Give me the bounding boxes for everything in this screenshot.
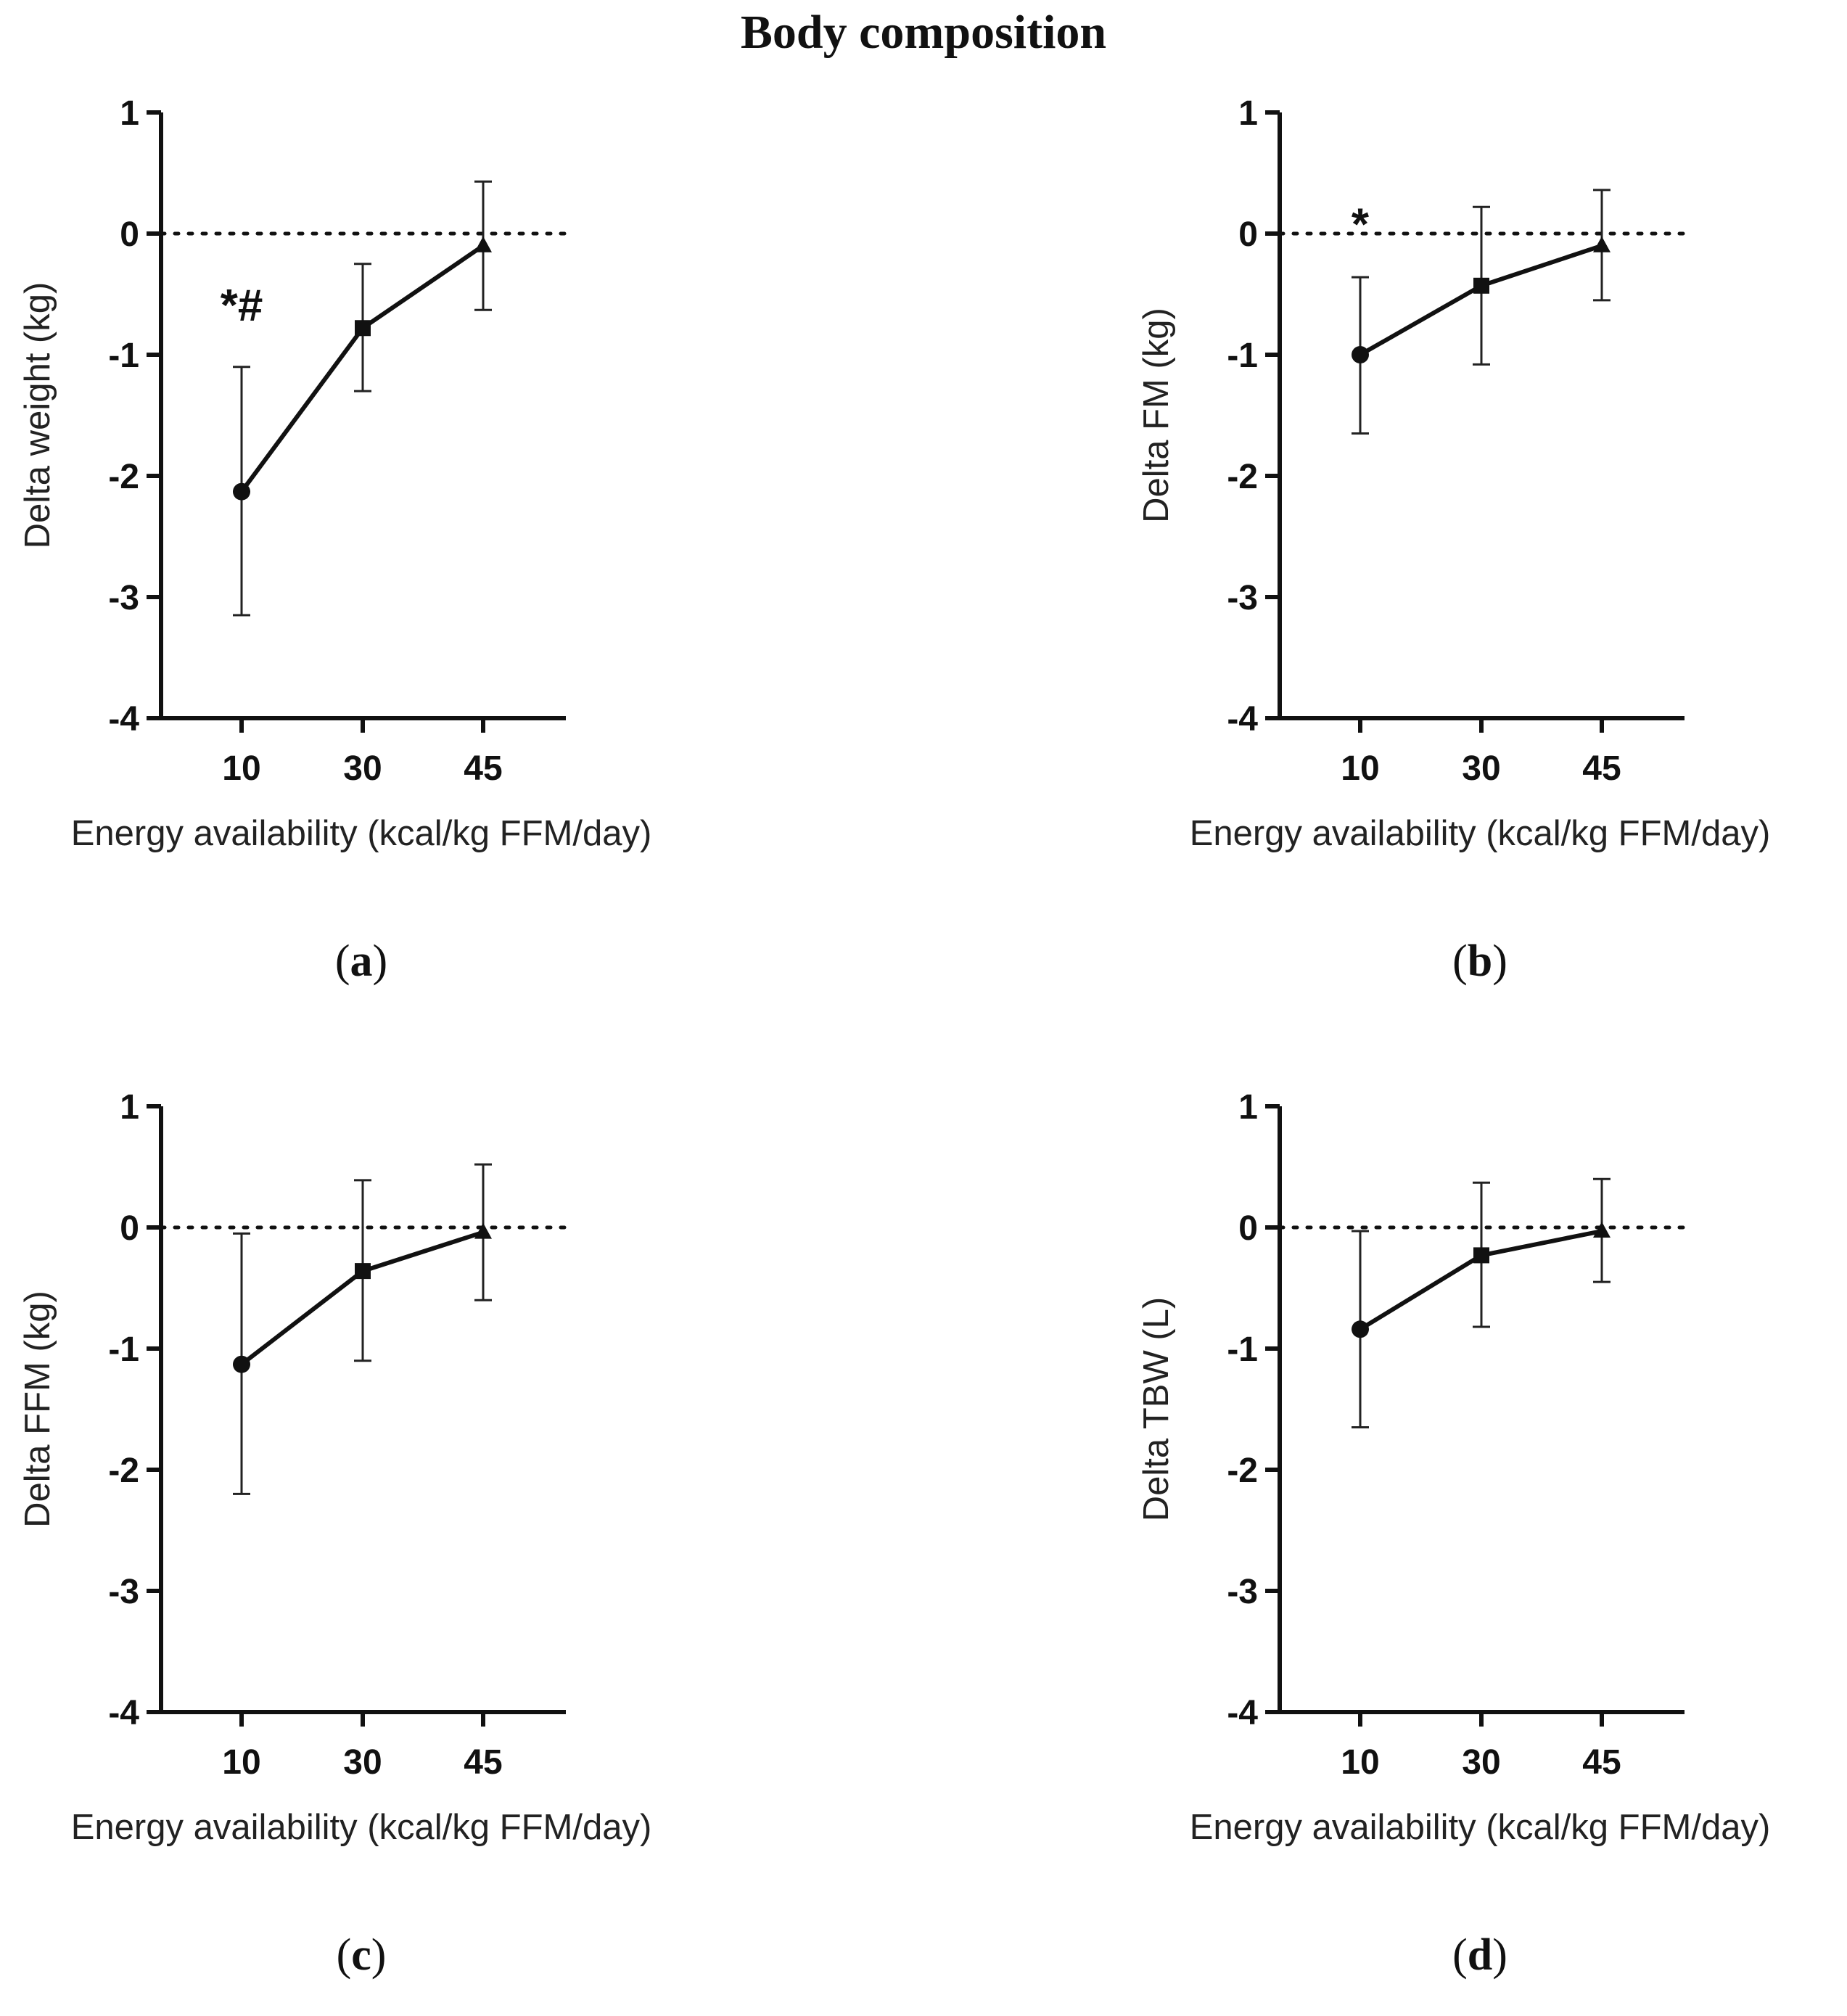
y-tick-label: -2 (1227, 1452, 1258, 1490)
y-axis-label: Delta weight (kg) (18, 282, 57, 549)
x-tick-label: 45 (1582, 1743, 1621, 1782)
data-point-circle (1352, 1320, 1369, 1338)
panel-caption: (a) (335, 937, 387, 986)
significance-annotation: *# (221, 281, 263, 331)
data-point-square (355, 320, 371, 337)
x-tick-label: 10 (1341, 749, 1379, 788)
y-tick-label: 1 (120, 94, 139, 133)
caption-open-paren: ( (335, 937, 350, 986)
y-axis-label: Delta TBW (L) (1137, 1297, 1176, 1521)
y-tick-label: -1 (1227, 337, 1258, 375)
x-tick-label: 10 (1341, 1743, 1379, 1782)
y-tick-label: -1 (108, 1330, 139, 1369)
x-axis-label: Energy availability (kcal/kg FFM/day) (71, 1808, 652, 1847)
data-point-circle (1352, 346, 1369, 363)
y-tick-label: 0 (1238, 1209, 1258, 1248)
caption-open-paren: ( (337, 1930, 352, 1980)
x-tick-label: 30 (343, 1743, 382, 1782)
x-axis-label: Energy availability (kcal/kg FFM/day) (1190, 1808, 1771, 1847)
figure-title: Body composition (741, 6, 1106, 59)
y-tick-label: 1 (1238, 94, 1258, 133)
x-tick-label: 10 (222, 1743, 260, 1782)
caption-close-paren: ) (371, 1930, 387, 1980)
caption-letter: c (351, 1930, 371, 1980)
y-tick-label: -2 (108, 1452, 139, 1490)
data-point-square (355, 1263, 371, 1280)
data-point-square (1473, 277, 1489, 294)
y-tick-label: -4 (1227, 700, 1258, 738)
y-tick-label: -3 (1227, 1573, 1258, 1611)
data-point-circle (233, 482, 250, 501)
y-tick-label: 1 (1238, 1088, 1258, 1127)
x-tick-label: 10 (222, 749, 260, 788)
y-tick-label: 1 (120, 1088, 139, 1127)
y-tick-label: -1 (1227, 1330, 1258, 1369)
y-tick-label: 0 (120, 215, 139, 254)
y-tick-label: -3 (108, 579, 139, 617)
caption-close-paren: ) (1492, 937, 1507, 986)
caption-open-paren: ( (1452, 1930, 1468, 1980)
panel-b: 10-1-2-3-410 30 45*Delta FM (kg)Energy ava… (1137, 94, 1770, 986)
caption-letter: b (1468, 937, 1492, 986)
caption-close-paren: ) (373, 937, 388, 986)
x-axis-label: Energy availability (kcal/kg FFM/day) (1190, 814, 1771, 853)
data-point-triangle (1593, 236, 1611, 252)
y-axis-label: Delta FM (kg) (1137, 308, 1176, 523)
y-tick-label: -3 (1227, 579, 1258, 617)
caption-letter: d (1468, 1930, 1492, 1980)
y-tick-label: -2 (1227, 458, 1258, 496)
y-tick-label: 0 (1238, 215, 1258, 254)
x-tick-label: 45 (464, 749, 502, 788)
y-tick-label: -4 (1227, 1694, 1258, 1732)
data-point-triangle (474, 236, 492, 252)
y-tick-label: -2 (108, 458, 139, 496)
caption-close-paren: ) (1492, 1930, 1507, 1980)
panel-caption: (d) (1452, 1930, 1507, 1980)
x-tick-label: 30 (1462, 749, 1500, 788)
x-tick-label: 45 (1582, 749, 1621, 788)
panels: 10-1-2-3-410 30 45*#Delta weight (kg)Energ… (18, 94, 1770, 1980)
x-tick-label: 30 (343, 749, 382, 788)
y-tick-label: -4 (108, 700, 139, 738)
panel-caption: (c) (337, 1930, 387, 1980)
y-tick-label: -4 (108, 1694, 139, 1732)
data-point-square (1473, 1247, 1489, 1264)
caption-open-paren: ( (1452, 937, 1468, 986)
y-axis-label: Delta FFM (kg) (18, 1291, 57, 1528)
y-tick-label: 0 (120, 1209, 139, 1248)
x-tick-label: 45 (464, 1743, 502, 1782)
y-tick-label: -1 (108, 337, 139, 375)
y-tick-label: -3 (108, 1573, 139, 1611)
panel-caption: (b) (1452, 937, 1507, 986)
data-point-triangle (474, 1222, 492, 1239)
data-point-circle (233, 1355, 250, 1373)
x-tick-label: 30 (1462, 1743, 1500, 1782)
panel-a: 10-1-2-3-410 30 45*#Delta weight (kg)Energ… (18, 94, 651, 986)
x-axis-label: Energy availability (kcal/kg FFM/day) (71, 814, 652, 853)
caption-letter: a (350, 937, 373, 986)
significance-annotation: * (1352, 199, 1370, 250)
data-point-triangle (1593, 1222, 1611, 1238)
